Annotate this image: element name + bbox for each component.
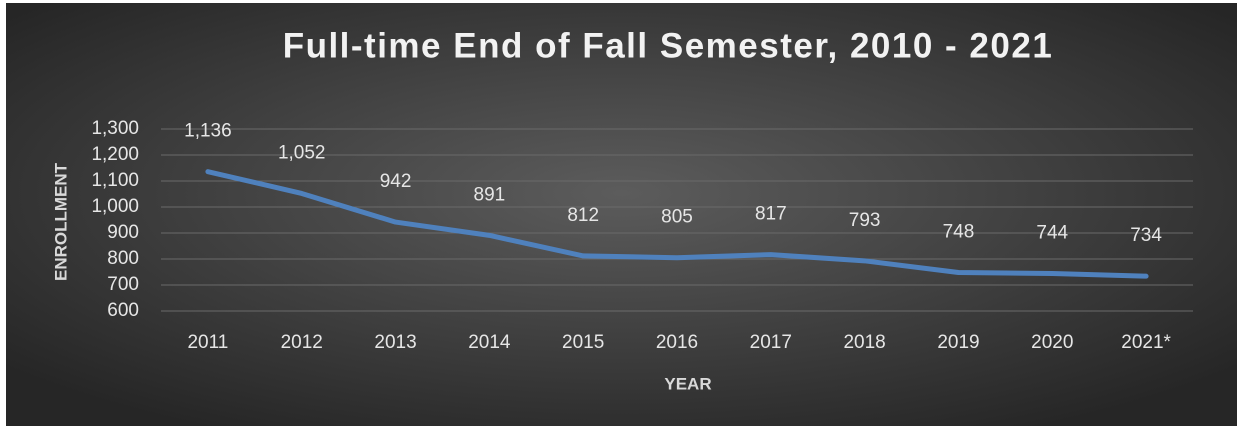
chart-title: Full-time End of Fall Semester, 2010 - 2… <box>283 26 1054 65</box>
x-tick-label: 2017 <box>750 332 792 353</box>
data-label: 1,136 <box>184 121 232 142</box>
y-axis-title: ENROLLMENT <box>51 162 70 281</box>
x-tick-label: 2021* <box>1121 332 1171 353</box>
data-label: 748 <box>943 222 975 243</box>
y-tick-label: 1,000 <box>91 196 139 217</box>
x-tick-label: 2018 <box>843 332 885 353</box>
data-label: 734 <box>1130 225 1162 246</box>
data-label: 812 <box>567 205 599 226</box>
data-label: 942 <box>380 171 412 192</box>
x-axis-title: YEAR <box>664 374 711 393</box>
chart-background <box>6 3 1237 426</box>
data-label: 891 <box>474 184 506 205</box>
y-tick-label: 1,200 <box>91 144 139 165</box>
x-tick-label: 2014 <box>468 332 511 353</box>
data-label: 817 <box>755 204 787 225</box>
data-label: 805 <box>661 207 693 228</box>
data-line <box>205 169 1149 279</box>
x-tick-label: 2016 <box>656 332 698 353</box>
y-tick-label: 1,300 <box>91 118 139 139</box>
y-tick-label: 800 <box>107 248 139 269</box>
x-tick-label: 2020 <box>1031 332 1073 353</box>
x-tick-label: 2011 <box>187 332 228 353</box>
x-tick-label: 2013 <box>374 332 416 353</box>
data-label: 1,052 <box>278 142 326 163</box>
x-tick-label: 2019 <box>937 332 979 353</box>
y-tick-label: 1,100 <box>91 170 139 191</box>
y-tick-label: 700 <box>107 274 139 295</box>
x-tick-label: 2012 <box>281 332 323 353</box>
x-tick-label: 2015 <box>562 332 604 353</box>
y-tick-label: 600 <box>107 300 139 321</box>
y-tick-label: 900 <box>107 222 139 243</box>
data-label: 744 <box>1036 223 1068 244</box>
data-label: 793 <box>849 210 881 231</box>
